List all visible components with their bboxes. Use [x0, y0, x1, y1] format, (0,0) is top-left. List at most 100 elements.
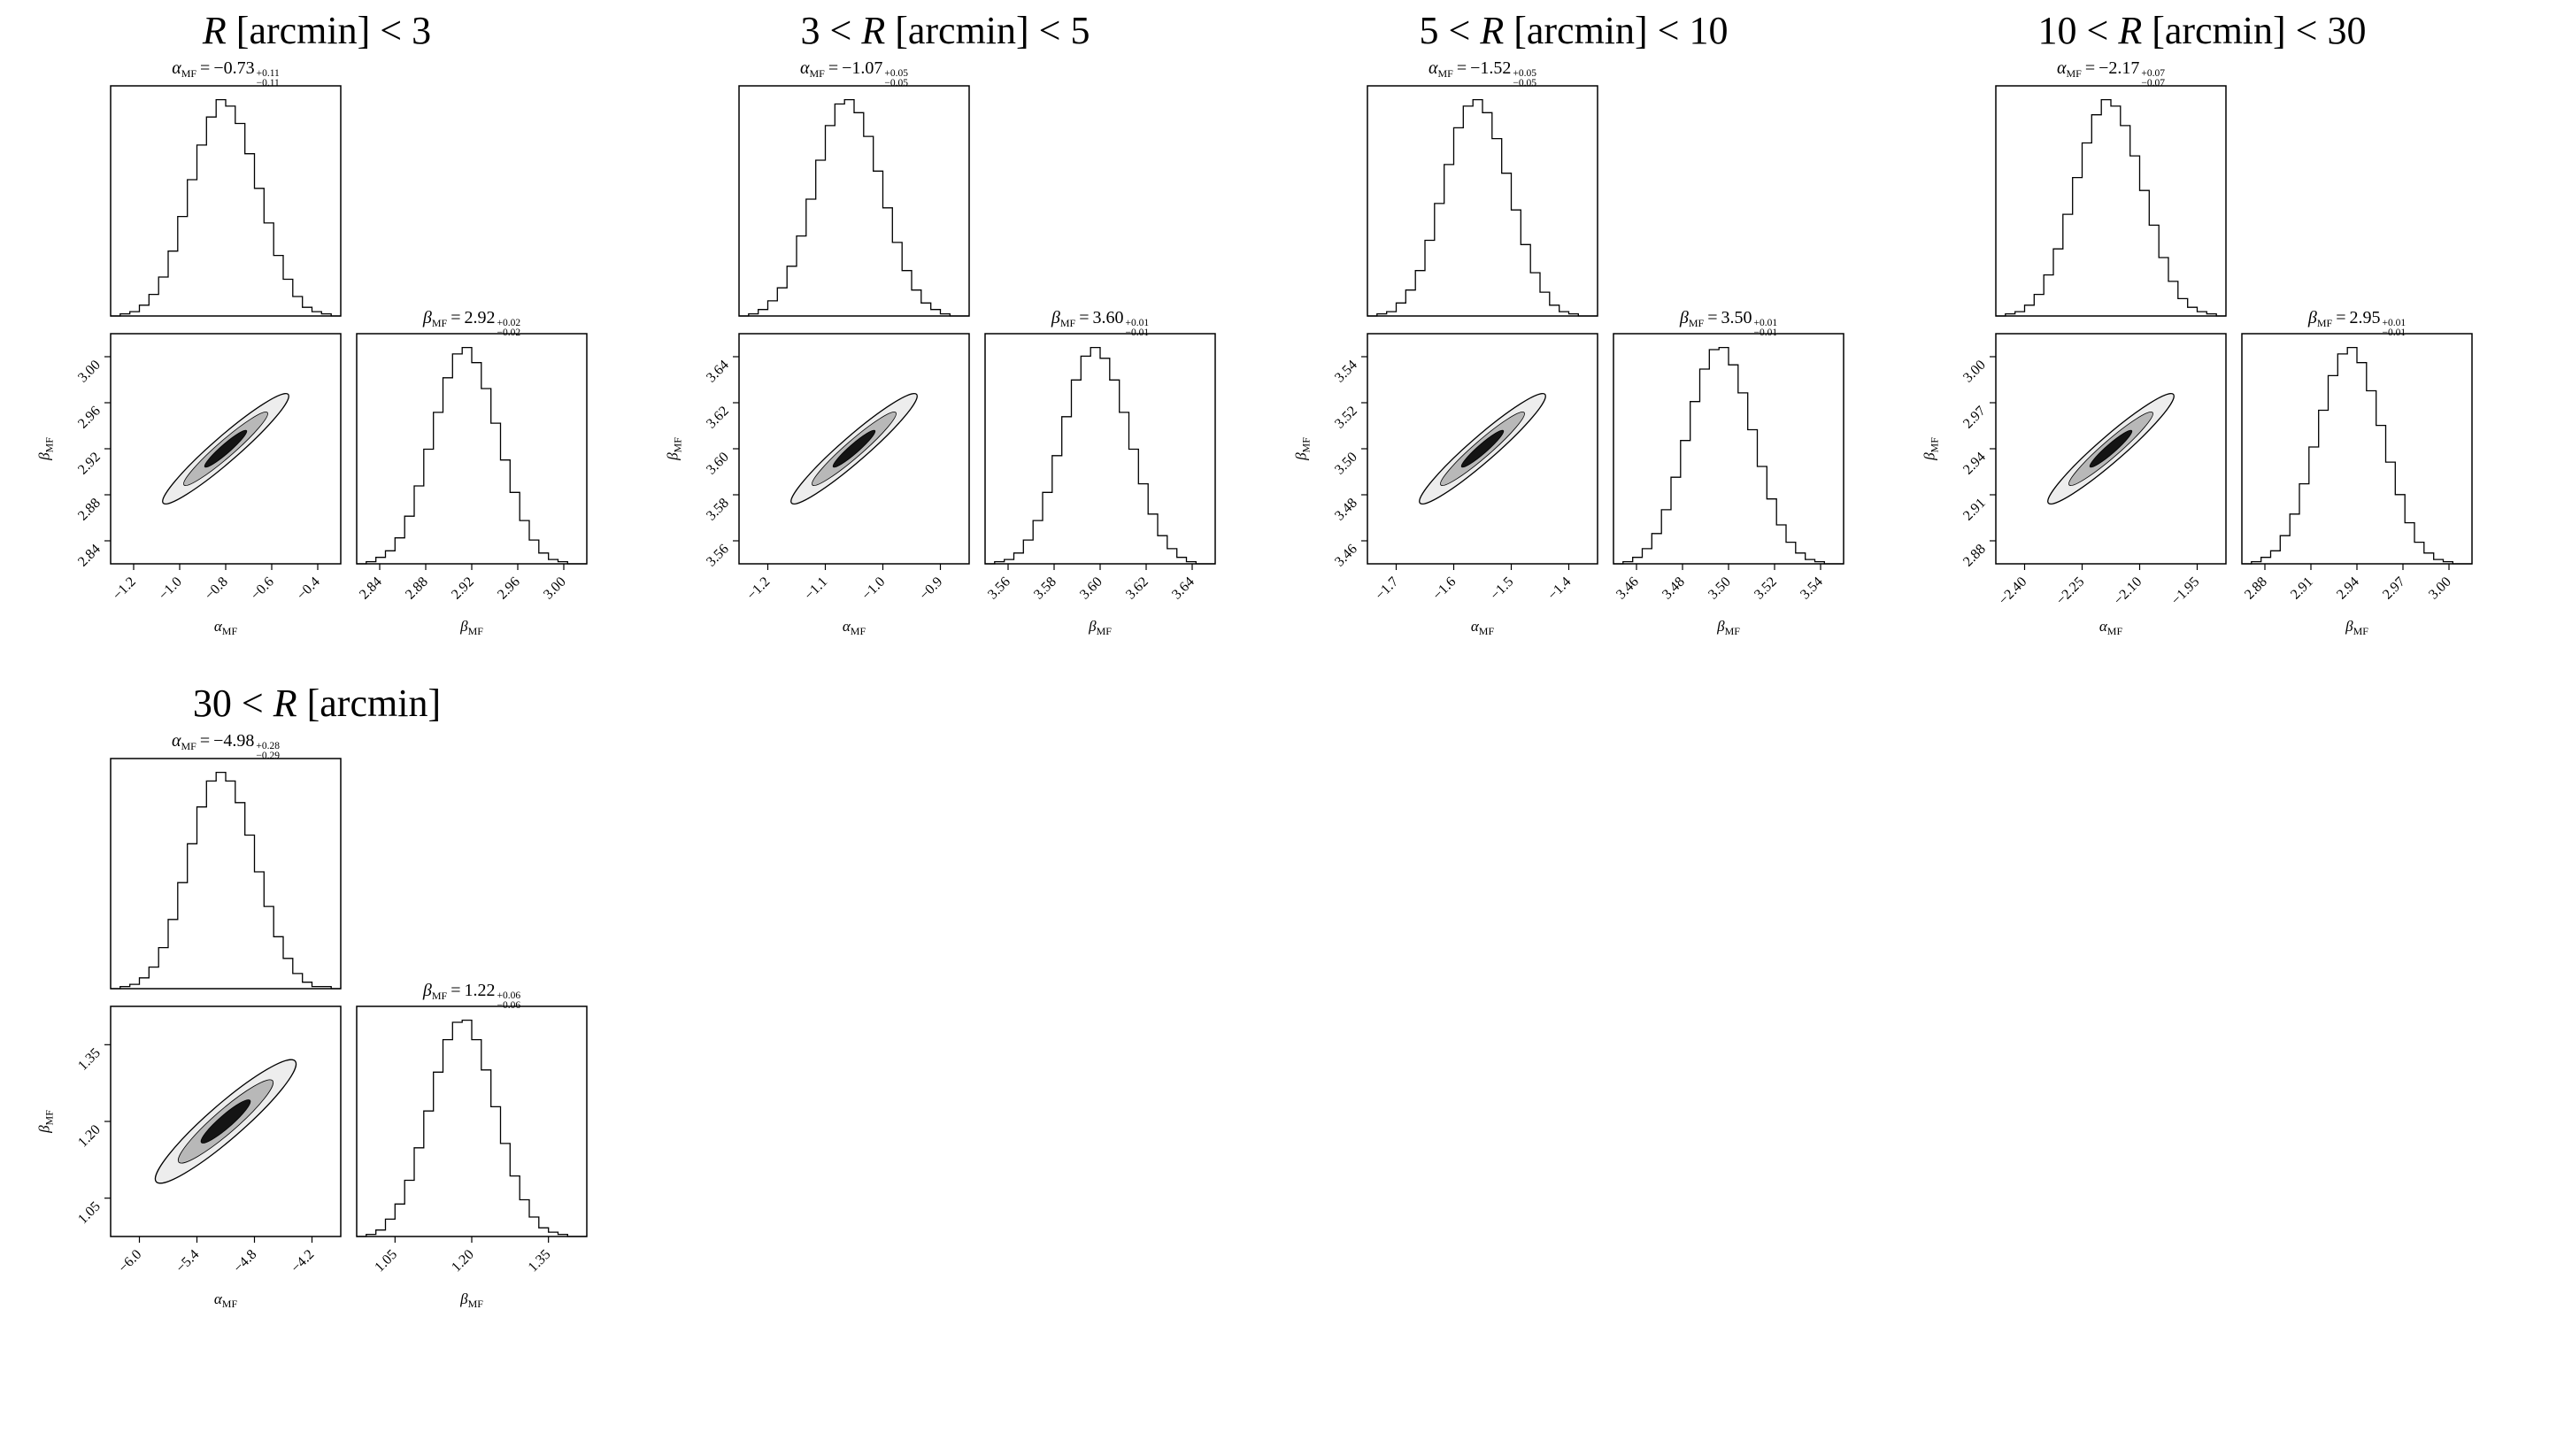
mf-subscript: MF [181, 740, 196, 752]
corner-plot: R [arcmin] < 3 αMF = −0.73 +0.11 −0.11 βMF = 2… [30, 5, 604, 648]
beta-minus-error: −0.01 [2382, 327, 2407, 338]
panel-title-r-symbol: R [202, 9, 227, 52]
svg-text:−5.4: −5.4 [173, 1247, 203, 1276]
alpha-plus-error: +0.11 [256, 68, 280, 79]
equals-sign: = [1707, 308, 1718, 327]
corner-plot: 3 < R [arcmin] < 5 αMF = −1.07 +0.05 −0.05 β… [658, 5, 1232, 648]
mf-subscript: MF [671, 437, 684, 453]
mf-subscript: MF [1299, 437, 1313, 453]
svg-text:−0.4: −0.4 [294, 574, 323, 604]
alpha-symbol: α [213, 618, 222, 635]
svg-text:3.48: 3.48 [1332, 496, 1360, 524]
svg-text:−1.5: −1.5 [1488, 574, 1517, 604]
panel-title-prefix: 30 < [192, 682, 273, 725]
alpha-value: −0.73 [213, 58, 255, 78]
beta-symbol: β [664, 452, 682, 460]
alpha-uncertainty: +0.28 −0.29 [256, 741, 281, 761]
beta-histogram: 2.84 2.88 2.92 2.96 3.00 [356, 333, 588, 603]
beta-estimate-label: βMF = 3.60 +0.01 −0.01 [984, 308, 1216, 338]
corner-grid: αMF = −1.52 +0.05 −0.05 βMF = 3.50 +0.01 −0.01 −… [1287, 57, 1860, 648]
svg-text:−1.95: −1.95 [2168, 574, 2202, 608]
equals-sign: = [828, 58, 839, 78]
svg-text:2.92: 2.92 [449, 574, 477, 603]
panel-title-r-symbol: R [1480, 9, 1505, 52]
svg-text:1.35: 1.35 [75, 1045, 104, 1074]
alpha-plus-error: +0.28 [256, 741, 281, 751]
beta-uncertainty: +0.02 −0.02 [497, 318, 521, 338]
corner-plot: 10 < R [arcmin] < 30 αMF = −2.17 +0.07 −0.07… [1915, 5, 2489, 648]
beta-histogram: 2.88 2.91 2.94 2.97 3.00 [2241, 333, 2473, 603]
corner-plot-row-2: 30 < R [arcmin] αMF = −4.98 +0.28 −0.29 βMF =… [0, 678, 2549, 1321]
svg-text:3.56: 3.56 [704, 542, 732, 570]
mf-subscript: MF [2353, 625, 2368, 637]
beta-symbol: β [35, 452, 53, 460]
beta-estimate-label: βMF = 2.92 +0.02 −0.02 [356, 308, 588, 338]
svg-text:3.00: 3.00 [1960, 358, 1989, 386]
beta-symbol: β [422, 308, 432, 327]
corner-plot: 30 < R [arcmin] αMF = −4.98 +0.28 −0.29 βMF =… [30, 678, 604, 1321]
panel-title-prefix: 5 < [1419, 9, 1481, 52]
svg-text:3.00: 3.00 [541, 574, 569, 603]
panel-title-r-symbol: R [273, 682, 297, 725]
svg-text:3.50: 3.50 [1332, 450, 1360, 478]
mf-subscript: MF [467, 1298, 483, 1310]
beta-symbol: β [422, 981, 432, 1000]
mf-subscript: MF [467, 625, 483, 637]
alpha-minus-error: −0.05 [884, 78, 909, 89]
svg-text:3.52: 3.52 [1752, 574, 1780, 603]
beta-histogram: 1.05 1.20 1.35 [356, 1005, 588, 1275]
mf-subscript: MF [1928, 437, 1941, 453]
beta-minus-error: −0.02 [497, 327, 521, 338]
beta-symbol: β [460, 1290, 468, 1307]
corner-grid: αMF = −4.98 +0.28 −0.29 βMF = 1.22 +0.06 −0.06 −… [30, 729, 604, 1321]
alpha-value: −2.17 [2098, 58, 2140, 78]
mf-subscript: MF [42, 437, 56, 453]
mf-subscript: MF [1059, 317, 1076, 329]
svg-text:2.97: 2.97 [2380, 574, 2408, 603]
corner-plot: 5 < R [arcmin] < 10 αMF = −1.52 +0.05 −0.05 … [1287, 5, 1860, 648]
alpha-plus-error: +0.05 [1513, 68, 1537, 79]
panel-title-suffix: [arcmin] < 10 [1504, 9, 1729, 52]
mf-subscript: MF [809, 67, 825, 80]
beta-value: 3.50 [1721, 308, 1752, 327]
svg-text:−4.8: −4.8 [231, 1247, 260, 1276]
svg-text:1.05: 1.05 [75, 1198, 104, 1227]
beta-symbol: β [1051, 308, 1060, 327]
equals-sign: = [451, 981, 461, 1000]
svg-text:3.60: 3.60 [704, 450, 732, 478]
equals-sign: = [199, 731, 211, 751]
equals-sign: = [2336, 308, 2346, 327]
mf-subscript: MF [181, 67, 197, 80]
y-axis-label-beta: βMF [36, 437, 57, 460]
svg-text:−1.2: −1.2 [110, 574, 139, 604]
svg-text:1.20: 1.20 [75, 1122, 104, 1151]
svg-text:3.48: 3.48 [1660, 574, 1688, 603]
y-axis-label-beta: βMF [1921, 437, 1942, 460]
mf-subscript: MF [1688, 317, 1705, 329]
beta-value: 1.22 [464, 981, 496, 1000]
alpha-estimate-label: αMF = −4.98 +0.28 −0.29 [110, 731, 342, 761]
corner-grid: αMF = −2.17 +0.07 −0.07 βMF = 2.95 +0.01 −0.01 −… [1915, 57, 2489, 648]
panel-title: 3 < R [arcmin] < 5 [658, 5, 1232, 57]
svg-text:1.05: 1.05 [372, 1247, 400, 1275]
mf-subscript: MF [1096, 625, 1112, 637]
svg-text:3.60: 3.60 [1077, 574, 1105, 603]
svg-text:3.54: 3.54 [1332, 358, 1360, 386]
svg-text:3.62: 3.62 [1123, 574, 1151, 603]
svg-text:3.58: 3.58 [1031, 574, 1059, 603]
alpha-minus-error: −0.29 [256, 751, 281, 761]
panel-title: 10 < R [arcmin] < 30 [1915, 5, 2489, 57]
svg-text:3.50: 3.50 [1706, 574, 1734, 603]
panel-title-r-symbol: R [861, 9, 886, 52]
svg-text:−6.0: −6.0 [116, 1247, 145, 1276]
svg-text:−0.9: −0.9 [917, 574, 946, 604]
panel-title-suffix: [arcmin] < 30 [2142, 9, 2367, 52]
svg-text:−1.2: −1.2 [744, 574, 774, 604]
svg-text:2.92: 2.92 [75, 450, 104, 478]
svg-text:3.64: 3.64 [1169, 574, 1197, 603]
beta-plus-error: +0.01 [2382, 318, 2407, 328]
beta-histogram: 3.46 3.48 3.50 3.52 3.54 [1613, 333, 1844, 603]
alpha-symbol: α [172, 58, 181, 78]
alpha-value: −4.98 [213, 731, 255, 751]
